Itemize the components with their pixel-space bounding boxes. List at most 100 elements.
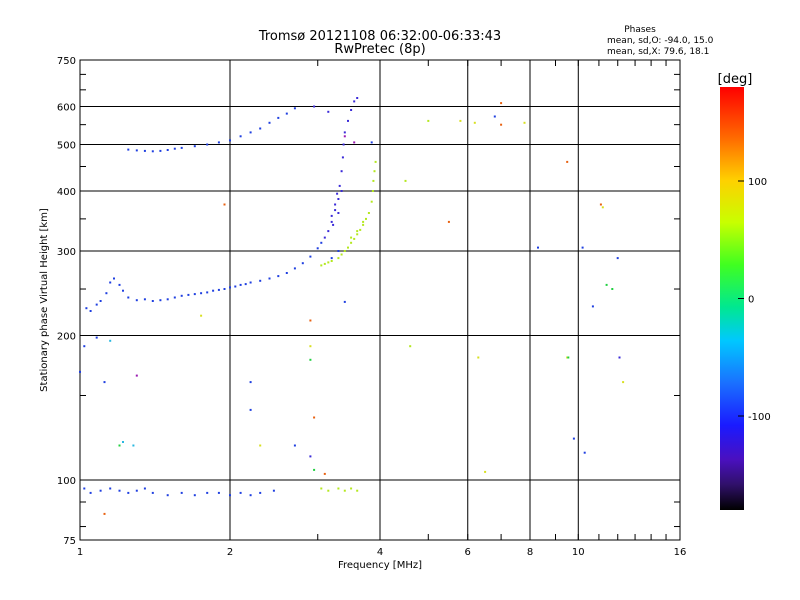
- data-point: [244, 283, 247, 286]
- data-point: [500, 102, 503, 105]
- data-point: [334, 203, 337, 206]
- data-point: [523, 121, 526, 124]
- data-point: [336, 192, 339, 195]
- data-point: [367, 212, 370, 214]
- data-point: [239, 491, 242, 494]
- data-point: [268, 121, 271, 124]
- y-axis-ticks: 75 100 200 300 400 500 600 750: [57, 56, 680, 547]
- data-point: [583, 451, 586, 454]
- data-point: [618, 356, 621, 359]
- data-point: [166, 149, 169, 151]
- data-point: [313, 105, 316, 108]
- colorbar-ticks: 100 0 -100: [738, 177, 771, 423]
- data-point: [206, 491, 209, 494]
- data-point: [223, 203, 226, 206]
- data-point: [151, 150, 154, 153]
- data-point: [343, 135, 346, 138]
- data-point: [343, 131, 346, 134]
- phases-heading: Phases: [624, 25, 656, 35]
- data-point: [477, 356, 480, 359]
- data-point: [374, 160, 377, 163]
- y-tick-label: 500: [57, 141, 76, 152]
- data-point: [103, 512, 106, 515]
- data-point: [229, 286, 231, 289]
- data-point: [347, 119, 349, 122]
- data-point: [350, 487, 353, 490]
- x-tick-label: 6: [465, 547, 471, 558]
- data-point: [166, 298, 169, 301]
- data-point: [340, 190, 343, 192]
- data-point: [293, 267, 296, 270]
- y-tick-label: 200: [57, 332, 76, 343]
- data-point: [337, 198, 340, 200]
- data-point: [159, 149, 162, 152]
- data-point: [135, 374, 138, 377]
- chart-title: Tromsø 20121108 06:32:00-06:33:43: [258, 29, 501, 44]
- colorbar-tick-label: 0: [748, 295, 754, 306]
- data-point: [343, 250, 346, 252]
- data-point: [127, 148, 130, 151]
- data-point: [229, 494, 231, 497]
- data-point: [239, 135, 242, 138]
- data-point: [493, 115, 496, 118]
- y-tick-label: 750: [57, 56, 76, 67]
- data-point: [373, 170, 376, 173]
- data-point: [259, 491, 262, 494]
- y-tick-label: 75: [63, 536, 76, 547]
- x-axis-ticks: 1 2 4 6 8 10 16: [77, 60, 686, 558]
- data-point: [159, 299, 162, 302]
- data-point: [103, 381, 106, 384]
- data-point: [616, 257, 619, 260]
- data-point: [340, 170, 343, 173]
- data-point: [135, 489, 138, 492]
- chart-subtitle: RwPretec (8p): [334, 42, 425, 57]
- data-point: [327, 261, 330, 264]
- data-point: [143, 149, 146, 152]
- data-point: [313, 468, 316, 471]
- data-point: [105, 292, 108, 295]
- data-point: [365, 217, 367, 220]
- data-point: [234, 285, 237, 288]
- data-point: [599, 203, 602, 206]
- x-axis-label: Frequency [MHz]: [338, 560, 422, 571]
- data-point: [239, 283, 242, 286]
- x-tick-label: 4: [377, 547, 383, 558]
- data-point: [372, 179, 375, 182]
- data-point: [370, 200, 373, 203]
- data-point: [567, 356, 570, 359]
- data-point: [217, 288, 220, 291]
- data-point: [605, 283, 608, 286]
- y-tick-label: 100: [57, 476, 76, 487]
- data-point: [323, 236, 326, 239]
- data-point: [350, 241, 353, 244]
- data-point: [359, 228, 362, 231]
- data-point: [427, 119, 430, 122]
- y-axis-label: Stationary phase Virtual Height [km]: [39, 208, 50, 392]
- data-point: [337, 257, 340, 260]
- colorbar-label: [deg]: [718, 72, 753, 87]
- data-point: [362, 220, 365, 223]
- data-point: [127, 491, 130, 494]
- data-point: [356, 230, 359, 233]
- data-point: [341, 156, 344, 159]
- data-point: [566, 160, 569, 163]
- data-point: [330, 220, 333, 223]
- data-point: [118, 444, 121, 447]
- data-point: [447, 220, 450, 223]
- data-point: [323, 472, 326, 475]
- data-point: [566, 356, 569, 359]
- data-point: [151, 300, 154, 302]
- x-tick-label: 2: [227, 547, 233, 558]
- data-point: [223, 288, 226, 290]
- data-point: [327, 489, 330, 492]
- data-point: [259, 127, 262, 130]
- data-point: [343, 300, 346, 303]
- data-point: [193, 145, 196, 148]
- grid-lines: [80, 60, 680, 540]
- data-point: [409, 345, 412, 348]
- data-point: [459, 119, 462, 122]
- data-point: [151, 491, 154, 494]
- data-point: [484, 470, 487, 473]
- data-point: [320, 241, 323, 244]
- data-point: [127, 296, 130, 299]
